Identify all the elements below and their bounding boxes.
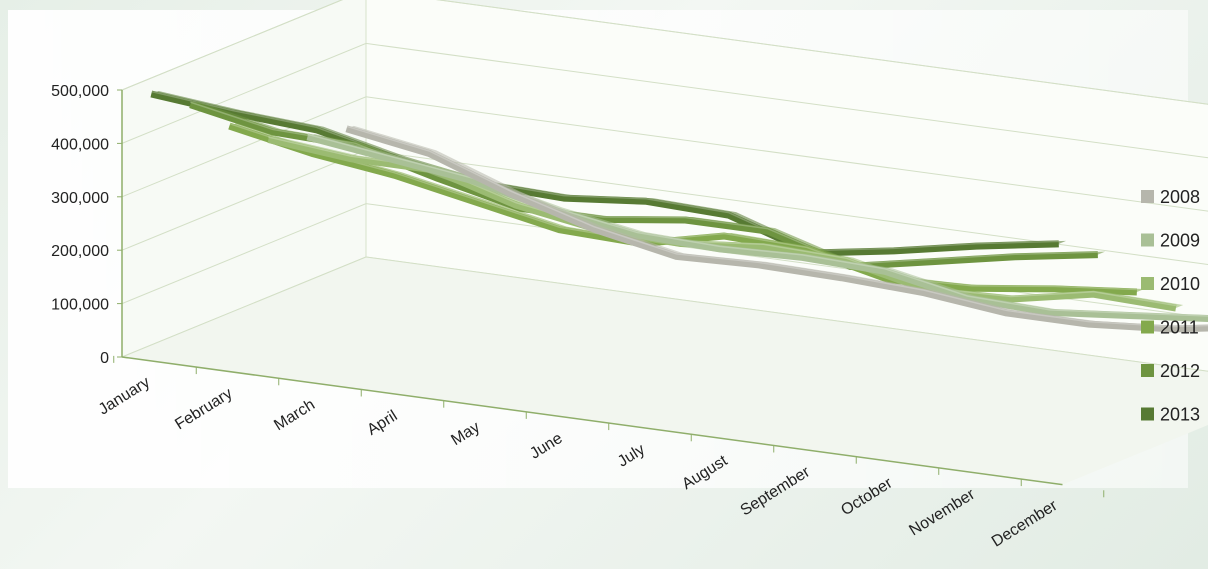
- y-tick-label: 300,000: [51, 190, 109, 207]
- legend-label: 2010: [1160, 274, 1200, 294]
- legend-label: 2008: [1160, 187, 1200, 207]
- y-tick-label: 0: [100, 350, 109, 367]
- x-tick-label: November: [906, 486, 978, 540]
- y-tick-label: 200,000: [51, 243, 109, 260]
- legend-swatch: [1141, 234, 1154, 247]
- legend-label: 2011: [1160, 318, 1199, 338]
- legend-swatch: [1141, 190, 1154, 203]
- y-tick-label: 100,000: [51, 297, 109, 314]
- legend-swatch: [1141, 364, 1154, 377]
- y-tick-label: 400,000: [51, 136, 109, 153]
- x-tick-label: December: [989, 497, 1061, 551]
- legend-label: 2009: [1160, 231, 1200, 251]
- y-tick-label: 500,000: [51, 83, 109, 100]
- legend-label: 2013: [1160, 405, 1200, 425]
- legend-swatch: [1141, 321, 1154, 334]
- legend-swatch: [1141, 277, 1154, 290]
- legend-label: 2012: [1160, 361, 1200, 381]
- legend-swatch: [1141, 408, 1154, 421]
